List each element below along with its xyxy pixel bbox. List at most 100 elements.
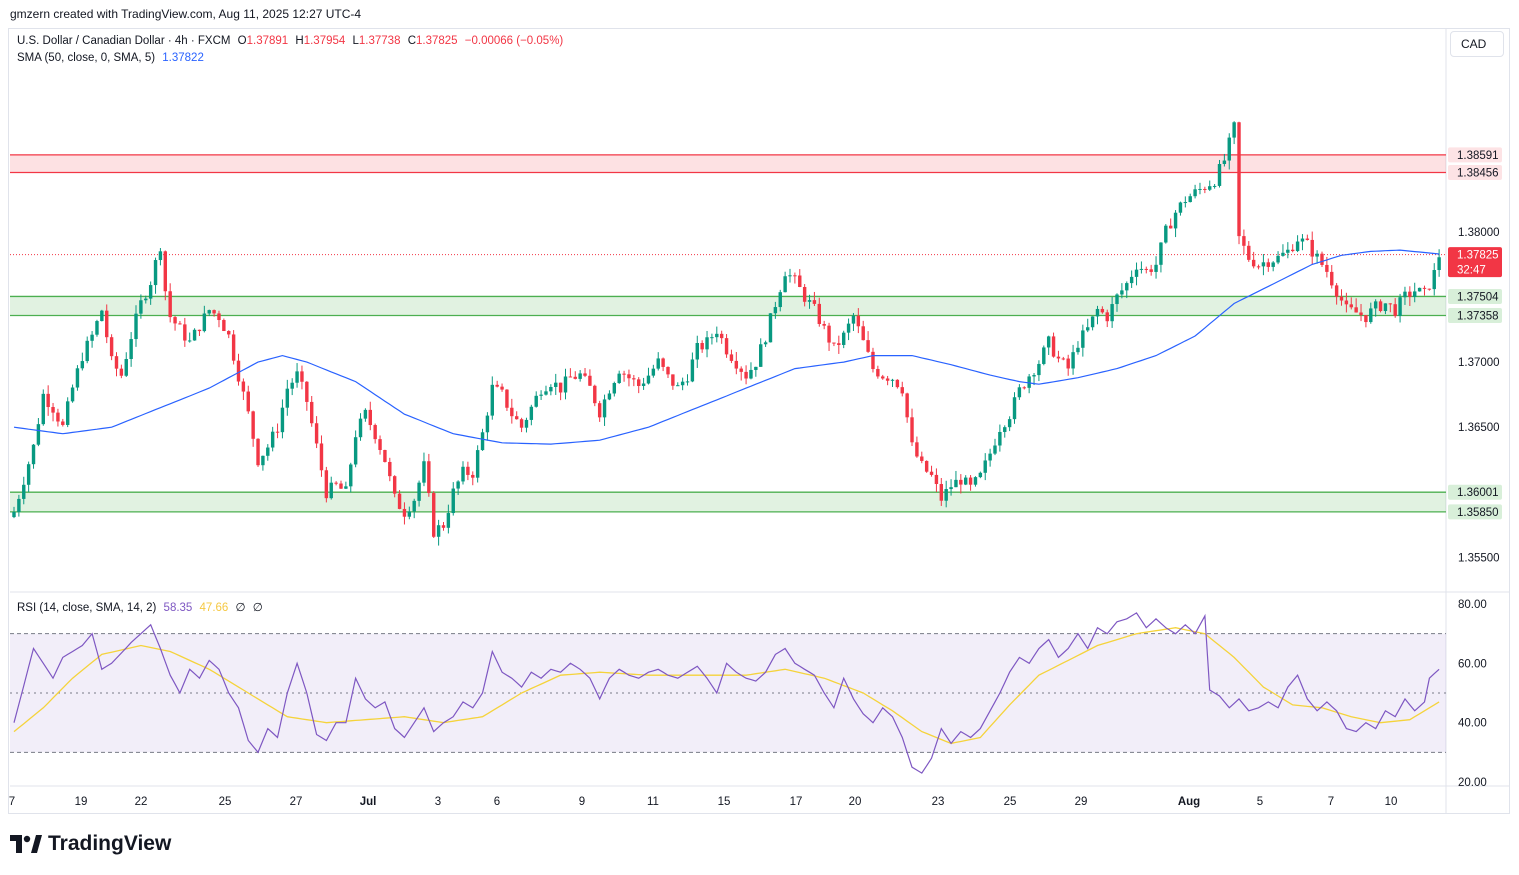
candle-body	[812, 300, 817, 304]
candle-body	[934, 474, 939, 485]
symbol-legend[interactable]: U.S. Dollar / Canadian Dollar · 4h · FXC…	[17, 35, 567, 47]
candle-body	[514, 416, 519, 420]
candle-body	[251, 411, 255, 439]
candle-body	[1159, 242, 1163, 265]
candle-body	[1266, 262, 1271, 267]
candle-body	[1432, 270, 1436, 290]
candle-body	[715, 333, 719, 338]
time-tick-label: 3	[435, 796, 441, 808]
candle-body	[939, 484, 944, 501]
rsi-tick-label: 40.00	[1458, 718, 1487, 730]
candle-body	[1134, 269, 1139, 277]
time-tick-label: 7	[9, 796, 15, 808]
candle-body	[1061, 358, 1066, 360]
candle-body	[695, 343, 699, 360]
rsi-legend[interactable]: RSI (14, close, SMA, 14, 2) 58.35 47.66 …	[17, 600, 267, 614]
candle-body	[1066, 358, 1070, 369]
current-price-label: 1.37825	[1457, 250, 1499, 262]
sma-50-line	[13, 249, 1440, 445]
candle-body	[31, 444, 36, 465]
candle-body	[85, 340, 89, 362]
change-value: −0.00066 (−0.05%)	[464, 35, 564, 47]
candle-body	[1051, 336, 1056, 357]
candle-body	[1422, 287, 1427, 289]
candle-body	[1403, 291, 1407, 298]
candle-body	[227, 331, 231, 335]
candle-body	[153, 260, 158, 286]
candle-body	[1027, 376, 1031, 388]
candle-body	[1398, 297, 1402, 316]
logo-text: TradingView	[48, 832, 172, 855]
candle-body	[1437, 257, 1441, 271]
rsi-label: RSI (14, close, SMA, 14, 2)	[17, 602, 157, 614]
candle-body	[568, 376, 573, 378]
candle-body	[402, 508, 407, 517]
time-tick-label: 23	[932, 796, 945, 808]
candle-body	[280, 407, 285, 433]
candle-body	[392, 476, 397, 494]
price-tick-label: 1.35500	[1458, 552, 1500, 564]
candle-body	[1125, 283, 1129, 291]
time-tick-label: 10	[1385, 796, 1398, 808]
candle-body	[187, 340, 192, 342]
time-tick-label: 6	[494, 796, 500, 808]
candle-body	[1290, 249, 1295, 252]
candle-body	[646, 375, 651, 384]
sma-legend[interactable]: SMA (50, close, 0, SMA, 5) 1.37822	[17, 52, 208, 64]
time-tick-label: Aug	[1178, 796, 1200, 808]
candle-body	[534, 395, 538, 407]
time-tick-label: 7	[1328, 796, 1334, 808]
candle-body	[807, 300, 812, 302]
rsi-line	[13, 612, 1440, 774]
rsi-tick-label: 60.00	[1458, 658, 1487, 670]
sma-label: SMA (50, close, 0, SMA, 5)	[17, 52, 156, 64]
candle-body	[905, 393, 909, 418]
candle-body	[70, 387, 75, 402]
rsi-ma-line	[13, 627, 1440, 745]
candle-body	[573, 376, 577, 379]
candle-body	[841, 332, 846, 345]
candle-body	[12, 511, 16, 518]
candle-body	[529, 406, 534, 420]
zone-support-upper	[10, 296, 1446, 316]
candle-body	[36, 424, 41, 445]
candle-body	[134, 313, 138, 340]
candle-body	[61, 421, 65, 425]
candle-body	[1193, 189, 1197, 197]
low-label: L	[352, 35, 359, 47]
resistance-bottom-tag	[1448, 164, 1502, 180]
candle-body	[1037, 363, 1041, 376]
support2-bottom-tag	[1448, 504, 1502, 520]
candle-body	[1178, 202, 1183, 213]
candle-body	[827, 325, 831, 343]
candle-body	[1081, 330, 1085, 348]
candle-body	[1388, 303, 1393, 305]
candle-body	[739, 368, 743, 372]
support2-top-label: 1.36001	[1457, 487, 1499, 499]
candle-body	[1271, 262, 1275, 267]
candle-body	[1115, 294, 1119, 305]
candle-body	[495, 384, 499, 387]
candle-body	[109, 337, 114, 357]
price-tick-label: 1.37000	[1458, 357, 1500, 369]
candle-body	[856, 315, 861, 327]
symbol-name: U.S. Dollar / Canadian Dollar · 4h · FXC…	[17, 35, 231, 47]
time-tick-label: 22	[135, 796, 148, 808]
current-price-countdown: 32:47	[1457, 265, 1486, 277]
candle-body	[480, 432, 485, 451]
support1-top-label: 1.37504	[1457, 291, 1499, 303]
candle-body	[456, 481, 460, 489]
candle-body	[676, 385, 680, 387]
candle-body	[1022, 387, 1026, 389]
currency-button[interactable]: CAD	[1450, 31, 1504, 57]
candle-body	[1378, 301, 1383, 312]
candle-body	[1315, 253, 1319, 257]
candle-body	[832, 342, 836, 344]
candle-body	[754, 366, 758, 370]
candle-body	[1344, 300, 1349, 305]
candle-body	[671, 374, 675, 386]
candle-body	[305, 381, 309, 402]
candle-body	[1198, 188, 1202, 190]
candle-body	[436, 525, 441, 537]
